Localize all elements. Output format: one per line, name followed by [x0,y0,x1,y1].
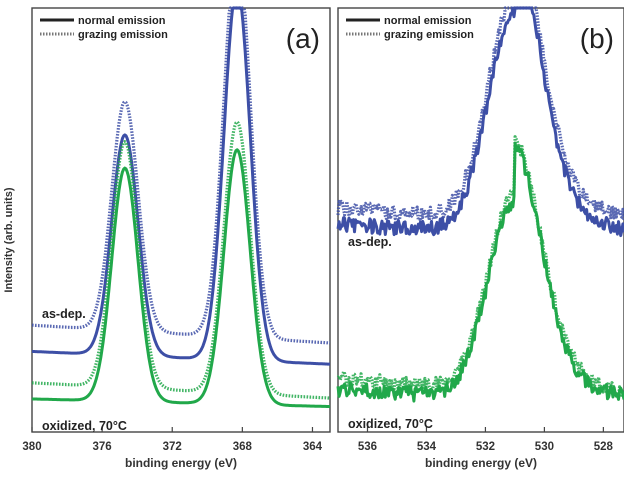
x-tick-label: 368 [233,441,253,453]
legend-normal-emission: normal emission [78,15,166,27]
series-as-dep-solid [336,6,624,238]
series-label-oxidized: oxidized, 70°C [348,417,433,431]
series-label-as-dep: as-dep. [42,307,86,321]
x-axis-label: binding energy (eV) [425,456,537,470]
panel-frame-a [31,7,331,433]
x-tick-label: 532 [476,441,495,453]
series-oxidized-dotted [31,120,331,400]
series-oxidized-dotted [336,135,624,399]
series-oxidized-solid [31,148,331,409]
series-oxidized-solid [336,141,624,403]
series-as-dep-dotted [336,6,624,223]
series-as-dep-dotted [31,6,331,345]
x-tick-label: 364 [303,441,323,453]
series-as-dep-solid [31,6,331,366]
x-tick-label: 372 [163,441,182,453]
legend-normal-emission: normal emission [384,15,472,27]
legend-grazing-emission: grazing emission [78,29,168,41]
x-tick-label: 536 [358,441,377,453]
x-axis-label: binding energy (eV) [125,456,237,470]
x-tick-label: 380 [22,441,41,453]
x-tick-label: 376 [93,441,112,453]
series-label-as-dep: as-dep. [348,235,392,249]
x-tick-label: 534 [417,441,437,453]
panel-label: (b) [580,23,614,54]
series-label-oxidized: oxidized, 70°C [42,419,127,433]
x-tick-label: 530 [535,441,554,453]
x-tick-label: 528 [594,441,614,453]
panel-frame-b [337,7,624,433]
legend-grazing-emission: grazing emission [384,29,474,41]
panel-label: (a) [286,23,320,54]
